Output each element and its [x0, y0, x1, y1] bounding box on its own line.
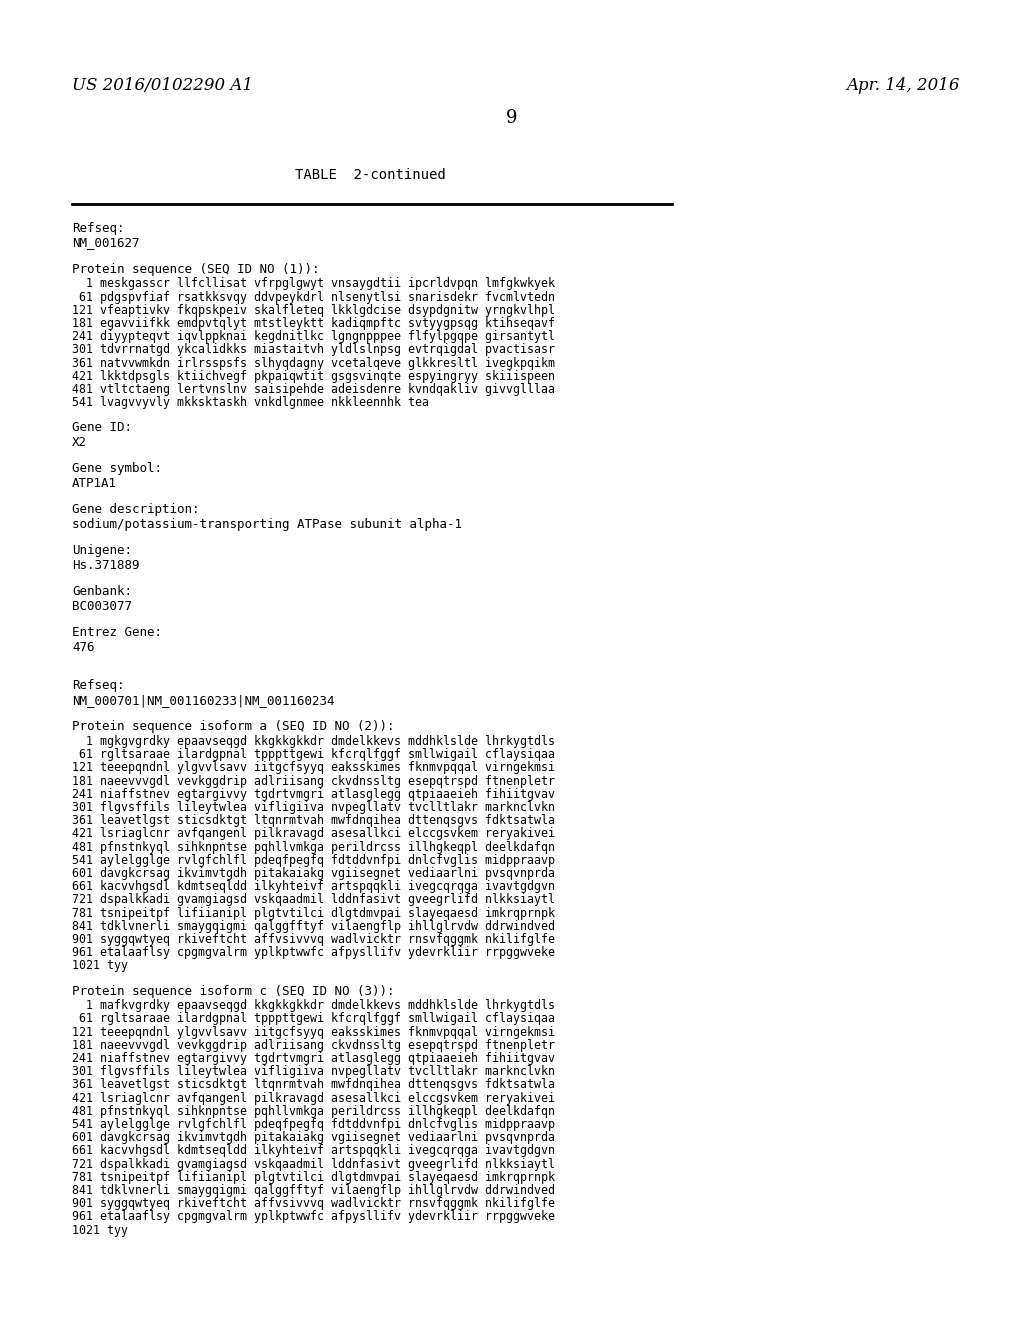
Text: Protein sequence isoform a (SEQ ID NO (2)):: Protein sequence isoform a (SEQ ID NO (2… — [72, 721, 394, 734]
Text: Apr. 14, 2016: Apr. 14, 2016 — [847, 77, 961, 94]
Text: 241 niaffstnev egtargivvy tgdrtvmgri atlasglegg qtpiaaeieh fihiitgvav: 241 niaffstnev egtargivvy tgdrtvmgri atl… — [72, 788, 555, 801]
Text: 481 vtltctaeng lertvnslnv saisipehde adeisdenre kvndqakliv givvglllaa: 481 vtltctaeng lertvnslnv saisipehde ade… — [72, 383, 555, 396]
Text: 841 tdklvnerli smaygqigmi qalggfftyf vilaengflp ihllglrvdw ddrwindved: 841 tdklvnerli smaygqigmi qalggfftyf vil… — [72, 1184, 555, 1197]
Text: 121 vfeaptivkv fkqpskpeiv skalfleteq lkklgdcise dsypdgnitw yrngkvlhpl: 121 vfeaptivkv fkqpskpeiv skalfleteq lkk… — [72, 304, 555, 317]
Text: 481 pfnstnkyql sihknpntse pqhllvmkga perildrcss illhgkeqpl deelkdafqn: 481 pfnstnkyql sihknpntse pqhllvmkga per… — [72, 1105, 555, 1118]
Text: 541 aylelgglge rvlgfchlfl pdeqfpegfq fdtddvnfpi dnlcfvglis midppraavp: 541 aylelgglge rvlgfchlfl pdeqfpegfq fdt… — [72, 1118, 555, 1131]
Text: 1021 tyy: 1021 tyy — [72, 960, 128, 973]
Text: 781 tsnipeitpf lifiianipl plgtvtilci dlgtdmvpai slayeqaesd imkrqprnpk: 781 tsnipeitpf lifiianipl plgtvtilci dlg… — [72, 1171, 555, 1184]
Text: BC003077: BC003077 — [72, 601, 132, 612]
Text: 421 lsriaglcnr avfqangenl pilkravagd asesallkci elccgsvkem reryakivei: 421 lsriaglcnr avfqangenl pilkravagd ase… — [72, 828, 555, 841]
Text: ATP1A1: ATP1A1 — [72, 477, 117, 490]
Text: 661 kacvvhgsdl kdmtseqldd ilkyhteivf artspqqkli ivegcqrqga ivavtgdgvn: 661 kacvvhgsdl kdmtseqldd ilkyhteivf art… — [72, 1144, 555, 1158]
Text: 541 lvagvvyvly mkksktaskh vnkdlgnmee nkkleennhk tea: 541 lvagvvyvly mkksktaskh vnkdlgnmee nkk… — [72, 396, 429, 409]
Text: 1021 tyy: 1021 tyy — [72, 1224, 128, 1237]
Text: 961 etalaaflsy cpgmgvalrm yplkptwwfc afpysllifv ydevrkliir rrpggwveke: 961 etalaaflsy cpgmgvalrm yplkptwwfc afp… — [72, 946, 555, 960]
Text: 361 natvvwmkdn irlrsspsfs slhyqdagny vcetalqeve glkkresltl ivegkpqikm: 361 natvvwmkdn irlrsspsfs slhyqdagny vce… — [72, 356, 555, 370]
Text: 181 naeevvvgdl vevkggdrip adlriisang ckvdnssltg esepqtrspd ftnenpletr: 181 naeevvvgdl vevkggdrip adlriisang ckv… — [72, 1039, 555, 1052]
Text: 9: 9 — [506, 110, 518, 127]
Text: 601 davgkcrsag ikvimvtgdh pitakaiakg vgiisegnet vediaarlni pvsqvnprda: 601 davgkcrsag ikvimvtgdh pitakaiakg vgi… — [72, 1131, 555, 1144]
Text: Genbank:: Genbank: — [72, 586, 132, 598]
Text: Hs.371889: Hs.371889 — [72, 558, 139, 572]
Text: Gene description:: Gene description: — [72, 503, 200, 516]
Text: 301 flgvsffils lileytwlea vifligiiva nvpegllatv tvclltlakr marknclvkn: 301 flgvsffils lileytwlea vifligiiva nvp… — [72, 1065, 555, 1078]
Text: Refseq:: Refseq: — [72, 222, 125, 235]
Text: 901 syggqwtyeq rkiveftcht affvsivvvq wadlvicktr rnsvfqggmk nkilifglfe: 901 syggqwtyeq rkiveftcht affvsivvvq wad… — [72, 933, 555, 946]
Text: 121 teeepqndnl ylgvvlsavv iitgcfsyyq eaksskimes fknmvpqqal virngekmsi: 121 teeepqndnl ylgvvlsavv iitgcfsyyq eak… — [72, 762, 555, 775]
Text: 241 diyypteqvt iqvlppknai kegdnitlkc lgngnpppee flfylpgqpe girsantytl: 241 diyypteqvt iqvlppknai kegdnitlkc lgn… — [72, 330, 555, 343]
Text: 301 flgvsffils lileytwlea vifligiiva nvpegllatv tvclltlakr marknclvkn: 301 flgvsffils lileytwlea vifligiiva nvp… — [72, 801, 555, 814]
Text: 121 teeepqndnl ylgvvlsavv iitgcfsyyq eaksskimes fknmvpqqal virngekmsi: 121 teeepqndnl ylgvvlsavv iitgcfsyyq eak… — [72, 1026, 555, 1039]
Text: 241 niaffstnev egtargivvy tgdrtvmgri atlasglegg qtpiaaeieh fihiitgvav: 241 niaffstnev egtargivvy tgdrtvmgri atl… — [72, 1052, 555, 1065]
Text: 901 syggqwtyeq rkiveftcht affvsivvvq wadlvicktr rnsvfqggmk nkilifglfe: 901 syggqwtyeq rkiveftcht affvsivvvq wad… — [72, 1197, 555, 1210]
Text: Refseq:: Refseq: — [72, 680, 125, 693]
Text: 61 rgltsaraae ilardgpnal tpppttgewi kfcrqlfggf smllwigail cflaysiqaa: 61 rgltsaraae ilardgpnal tpppttgewi kfcr… — [72, 748, 555, 762]
Text: X2: X2 — [72, 436, 87, 449]
Text: 961 etalaaflsy cpgmgvalrm yplkptwwfc afpysllifv ydevrkliir rrpggwveke: 961 etalaaflsy cpgmgvalrm yplkptwwfc afp… — [72, 1210, 555, 1224]
Text: NM_000701|NM_001160233|NM_001160234: NM_000701|NM_001160233|NM_001160234 — [72, 694, 335, 708]
Text: US 2016/0102290 A1: US 2016/0102290 A1 — [72, 77, 253, 94]
Text: 181 egavviifkk emdpvtqlyt mtstleyktt kadiqmpftc svtyygpsqg ktihseqavf: 181 egavviifkk emdpvtqlyt mtstleyktt kad… — [72, 317, 555, 330]
Text: 181 naeevvvgdl vevkggdrip adlriisang ckvdnssltg esepqtrspd ftnenpletr: 181 naeevvvgdl vevkggdrip adlriisang ckv… — [72, 775, 555, 788]
Text: 1 mgkgvgrdky epaavseqgd kkgkkgkkdr dmdelkkevs mddhklslde lhrkygtdls: 1 mgkgvgrdky epaavseqgd kkgkkgkkdr dmdel… — [72, 735, 555, 748]
Text: Entrez Gene:: Entrez Gene: — [72, 627, 162, 639]
Text: 781 tsnipeitpf lifiianipl plgtvtilci dlgtdmvpai slayeqaesd imkrqprnpk: 781 tsnipeitpf lifiianipl plgtvtilci dlg… — [72, 907, 555, 920]
Text: TABLE  2-continued: TABLE 2-continued — [295, 168, 445, 182]
Text: 361 leavetlgst sticsdktgt ltqnrmtvah mwfdnqihea dttenqsgvs fdktsatwla: 361 leavetlgst sticsdktgt ltqnrmtvah mwf… — [72, 814, 555, 828]
Text: 601 davgkcrsag ikvimvtgdh pitakaiakg vgiisegnet vediaarlni pvsqvnprda: 601 davgkcrsag ikvimvtgdh pitakaiakg vgi… — [72, 867, 555, 880]
Text: 721 dspalkkadi gvamgiagsd vskqaadmil lddnfasivt gveegrlifd nlkksiaytl: 721 dspalkkadi gvamgiagsd vskqaadmil ldd… — [72, 894, 555, 907]
Text: 1 meskgasscr llfcllisat vfrpglgwyt vnsaygdtii ipcrldvpqn lmfgkwkyek: 1 meskgasscr llfcllisat vfrpglgwyt vnsay… — [72, 277, 555, 290]
Text: 61 pdgspvfiaf rsatkksvqy ddvpeykdrl nlsenytlsi snarisdekr fvcmlvtedn: 61 pdgspvfiaf rsatkksvqy ddvpeykdrl nlse… — [72, 290, 555, 304]
Text: Unigene:: Unigene: — [72, 544, 132, 557]
Text: Gene ID:: Gene ID: — [72, 421, 132, 434]
Text: 1 mafkvgrdky epaavseqgd kkgkkgkkdr dmdelkkevs mddhklslde lhrkygtdls: 1 mafkvgrdky epaavseqgd kkgkkgkkdr dmdel… — [72, 999, 555, 1012]
Text: 476: 476 — [72, 642, 94, 653]
Text: Gene symbol:: Gene symbol: — [72, 462, 162, 475]
Text: sodium/potassium-transporting ATPase subunit alpha-1: sodium/potassium-transporting ATPase sub… — [72, 517, 462, 531]
Text: Protein sequence (SEQ ID NO (1)):: Protein sequence (SEQ ID NO (1)): — [72, 263, 319, 276]
Text: 721 dspalkkadi gvamgiagsd vskqaadmil lddnfasivt gveegrlifd nlkksiaytl: 721 dspalkkadi gvamgiagsd vskqaadmil ldd… — [72, 1158, 555, 1171]
Text: NM_001627: NM_001627 — [72, 236, 139, 249]
Text: 661 kacvvhgsdl kdmtseqldd ilkyhteivf artspqqkli ivegcqrqga ivavtgdgvn: 661 kacvvhgsdl kdmtseqldd ilkyhteivf art… — [72, 880, 555, 894]
Text: 61 rgltsaraae ilardgpnal tpppttgewi kfcrqlfggf smllwigail cflaysiqaa: 61 rgltsaraae ilardgpnal tpppttgewi kfcr… — [72, 1012, 555, 1026]
Text: 481 pfnstnkyql sihknpntse pqhllvmkga perildrcss illhgkeqpl deelkdafqn: 481 pfnstnkyql sihknpntse pqhllvmkga per… — [72, 841, 555, 854]
Text: 421 lsriaglcnr avfqangenl pilkravagd asesallkci elccgsvkem reryakivei: 421 lsriaglcnr avfqangenl pilkravagd ase… — [72, 1092, 555, 1105]
Text: 421 lkktdpsgls ktiichvegf pkpaiqwtit gsgsvinqte espyingryy skiiispeen: 421 lkktdpsgls ktiichvegf pkpaiqwtit gsg… — [72, 370, 555, 383]
Text: 301 tdvrrnatgd ykcalidkks miastaitvh yldlslnpsg evtrqigdal pvactisasr: 301 tdvrrnatgd ykcalidkks miastaitvh yld… — [72, 343, 555, 356]
Text: 361 leavetlgst sticsdktgt ltqnrmtvah mwfdnqihea dttenqsgvs fdktsatwla: 361 leavetlgst sticsdktgt ltqnrmtvah mwf… — [72, 1078, 555, 1092]
Text: 841 tdklvnerli smaygqigmi qalggfftyf vilaengflp ihllglrvdw ddrwindved: 841 tdklvnerli smaygqigmi qalggfftyf vil… — [72, 920, 555, 933]
Text: Protein sequence isoform c (SEQ ID NO (3)):: Protein sequence isoform c (SEQ ID NO (3… — [72, 985, 394, 998]
Text: 541 aylelgglge rvlgfchlfl pdeqfpegfq fdtddvnfpi dnlcfvglis midppraavp: 541 aylelgglge rvlgfchlfl pdeqfpegfq fdt… — [72, 854, 555, 867]
